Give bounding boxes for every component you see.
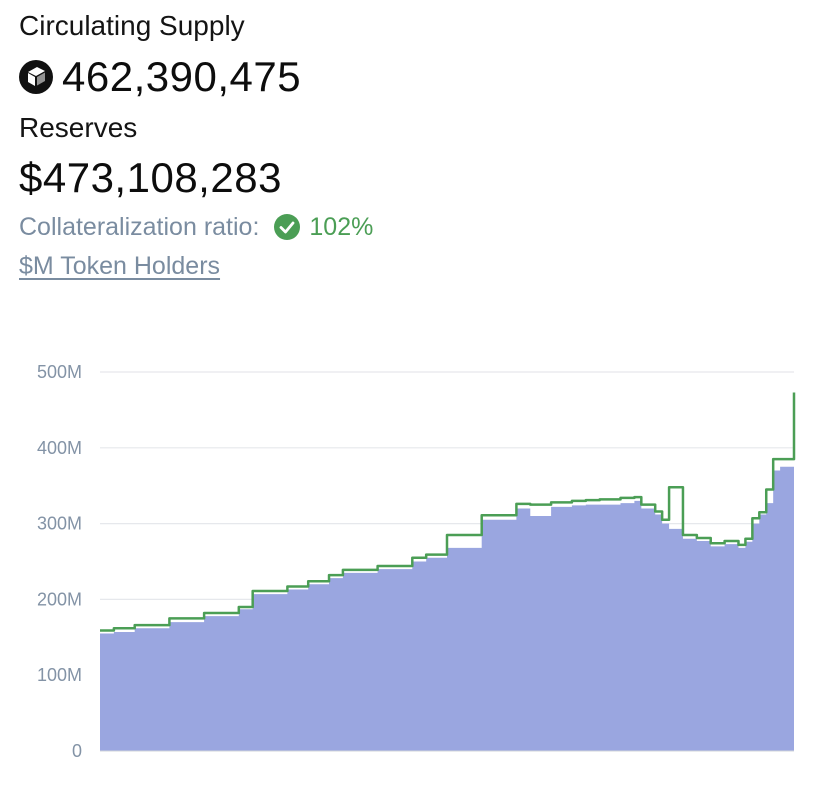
m-token-icon [19, 60, 53, 94]
collateralization-value: 102% [309, 212, 374, 241]
supply-area [100, 400, 794, 751]
y-tick-label: 200M [37, 589, 82, 609]
reserves-line [100, 392, 796, 632]
y-axis-ticks: 0 100M 200M 300M 400M 500M [37, 362, 82, 761]
check-circle-icon [274, 214, 301, 240]
reserves-value: $473,108,283 [19, 154, 282, 201]
y-tick-label: 0 [72, 741, 82, 761]
circulating-supply-value: 462,390,475 [62, 53, 302, 100]
supply-reserves-chart: 0 100M 200M 300M 400M 500M [37, 362, 796, 761]
collateralization-row: Collateralization ratio: 102% [19, 210, 373, 244]
y-tick-label: 100M [37, 665, 82, 685]
y-tick-label: 300M [37, 514, 82, 534]
reserves-label: Reserves [19, 112, 138, 143]
circulating-supply-row: 462,390,475 [18, 52, 301, 102]
circulating-supply-label: Circulating Supply [19, 10, 245, 41]
collateralization-label: Collateralization ratio: [19, 212, 260, 241]
y-tick-label: 500M [37, 362, 82, 382]
token-holders-link[interactable]: $M Token Holders [19, 252, 221, 280]
y-tick-label: 400M [37, 438, 82, 458]
